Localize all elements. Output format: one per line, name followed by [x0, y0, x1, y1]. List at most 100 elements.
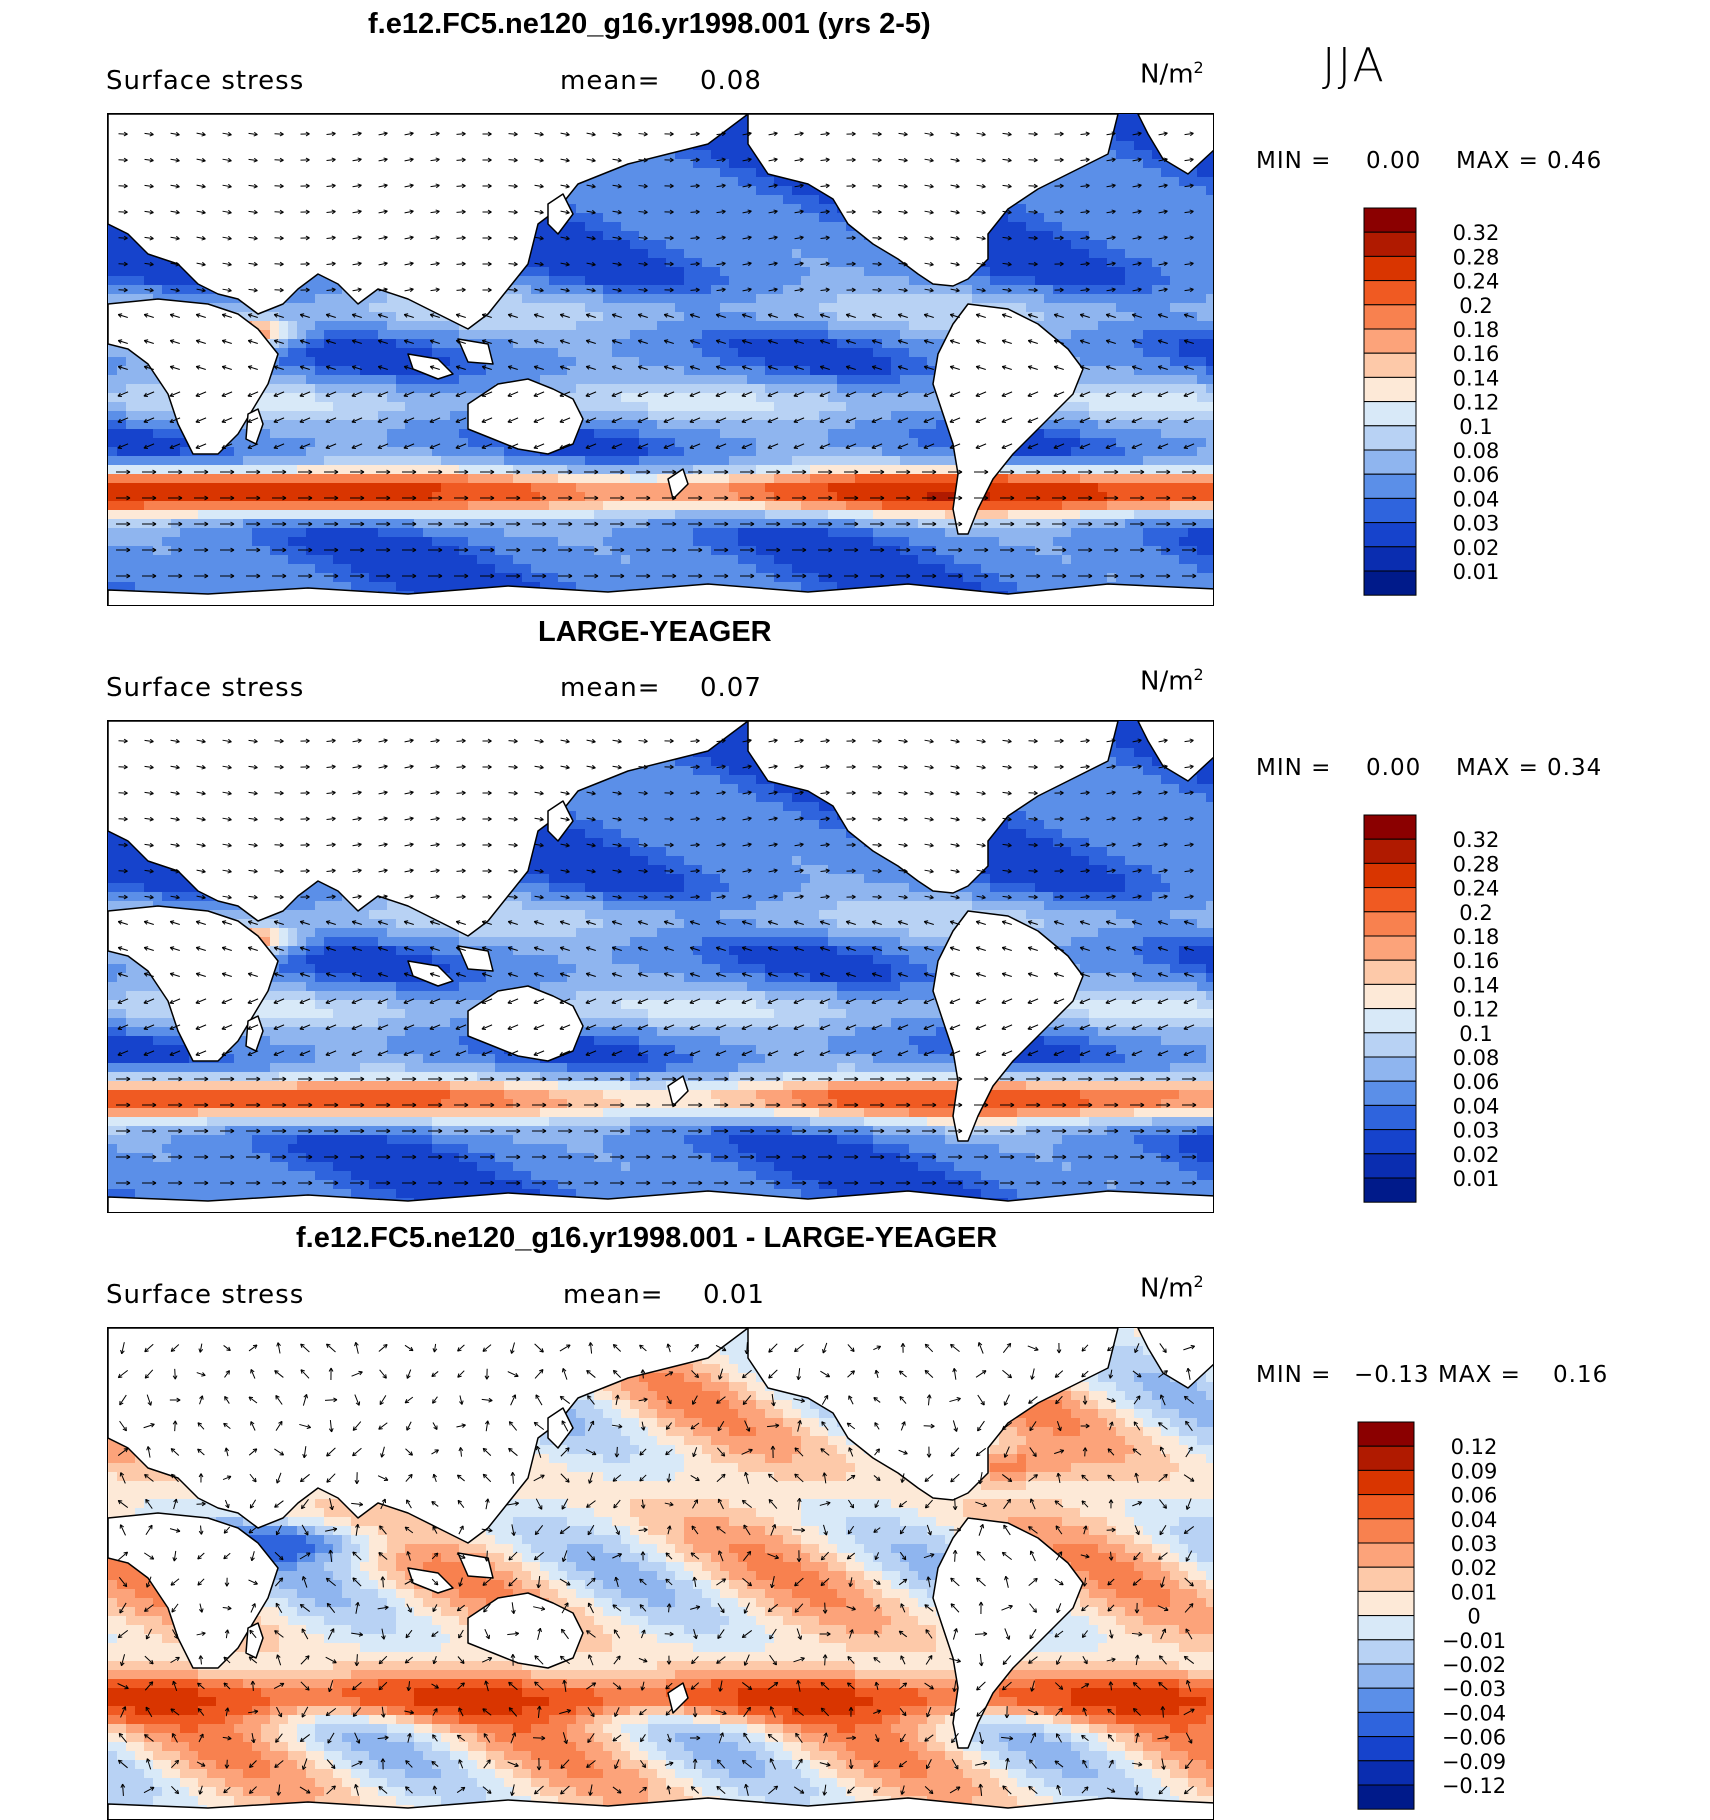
- colorbar-tick-label: 0.06: [1453, 1070, 1500, 1094]
- panel-2-variable: Surface stress: [106, 673, 304, 703]
- colorbar-box: [1357, 1615, 1415, 1641]
- colorbar-box: [1357, 1687, 1415, 1713]
- colorbar-box: [1357, 1590, 1415, 1617]
- colorbar-tick-label: −0.12: [1442, 1774, 1506, 1798]
- wind-vectors: [116, 131, 1197, 579]
- panel-3-field: [108, 1328, 1213, 1819]
- colorbar-box: [1357, 1542, 1415, 1568]
- colorbar-box: [1363, 983, 1417, 1010]
- colorbar-tick-label: 0.01: [1451, 1580, 1498, 1604]
- panel-2-field: [108, 721, 1213, 1212]
- wind-vectors: [116, 738, 1197, 1186]
- colorbar-box: [1363, 1104, 1417, 1131]
- colorbar-tick-label: 0.02: [1453, 1143, 1500, 1167]
- colorbar-box: [1363, 935, 1417, 961]
- colorbar-tick-label: 0.03: [1453, 512, 1500, 536]
- panel-1-min-value: 0.00: [1366, 148, 1421, 174]
- panel-3-colorbar: 0.12 0.09 0.06 0.04 0.03 0.02 0.01 0 −0.01 −0.02−…: [1357, 1421, 1528, 1812]
- colorbar-tick-label: 0.18: [1453, 318, 1500, 342]
- colorbar-box: [1363, 838, 1417, 864]
- colorbar-tick-label: −0.03: [1442, 1677, 1506, 1701]
- colorbar-tick-label: 0.24: [1453, 877, 1500, 901]
- panel-2-colorbar-svg: 0.320.280.240.20.180.160.140.120.10.080.…: [1363, 814, 1500, 1203]
- colorbar-tick-label: 0.28: [1453, 245, 1500, 269]
- panel-1-max-value: 0.46: [1547, 148, 1602, 174]
- panel-1-max-label: MAX =: [1456, 148, 1539, 174]
- coastlines: [108, 114, 1213, 605]
- colorbar-tick-label: 0.24: [1453, 270, 1500, 294]
- colorbar-tick-label: −0.02: [1442, 1653, 1506, 1677]
- colorbar-box: [1363, 959, 1417, 985]
- panel-2-mean-label: mean=: [560, 673, 661, 703]
- colorbar-box: [1357, 1784, 1415, 1810]
- panel-1-variable: Surface stress: [106, 66, 304, 96]
- panel-1-min-label: MIN =: [1256, 148, 1331, 174]
- colorbar-box: [1363, 425, 1417, 451]
- colorbar-tick-label: 0.16: [1453, 949, 1500, 973]
- panel-2-min-label: MIN =: [1256, 755, 1331, 781]
- panel-3-min-value: −0.13: [1354, 1362, 1429, 1388]
- panel-3-variable: Surface stress: [106, 1280, 304, 1310]
- colorbar-box: [1363, 231, 1417, 257]
- colorbar-box: [1363, 1056, 1417, 1082]
- colorbar-tick-label: 0.03: [1451, 1532, 1498, 1556]
- colorbar-box: [1363, 1032, 1417, 1058]
- colorbar-tick-label: 0.28: [1453, 852, 1500, 876]
- panel-1-mean-value: 0.08: [700, 66, 762, 96]
- colorbar-box: [1363, 1129, 1417, 1155]
- colorbar-box: [1357, 1469, 1415, 1496]
- colorbar-tick-label: −0.04: [1442, 1701, 1506, 1725]
- colorbar-tick-label: 0.02: [1451, 1556, 1498, 1580]
- colorbar-tick-label: 0.01: [1453, 560, 1500, 584]
- colorbar-tick-label: 0.01: [1453, 1167, 1500, 1191]
- panel-1-map: [107, 113, 1214, 606]
- colorbar-tick-label: 0.12: [1453, 998, 1500, 1022]
- panel-1-title: f.e12.FC5.ne120_g16.yr1998.001 (yrs 2-5): [368, 8, 931, 41]
- colorbar-box: [1357, 1494, 1415, 1520]
- colorbar-tick-label: 0: [1467, 1605, 1480, 1629]
- colorbar-box: [1357, 1421, 1415, 1447]
- panel-3-mean-value: 0.01: [703, 1280, 765, 1310]
- panel-1-units: N/m2: [1140, 58, 1204, 90]
- colorbar-tick-label: 0.32: [1453, 828, 1500, 852]
- colorbar-box: [1363, 328, 1417, 354]
- colorbar-box: [1363, 352, 1417, 378]
- colorbar-box: [1363, 497, 1417, 524]
- panel-1-field: [108, 114, 1213, 605]
- colorbar-tick-label: 0.12: [1451, 1435, 1498, 1459]
- panel-3-title: f.e12.FC5.ne120_g16.yr1998.001 - LARGE-Y…: [296, 1222, 997, 1255]
- colorbar-box: [1363, 1008, 1417, 1034]
- colorbar-box: [1363, 280, 1417, 306]
- colorbar-tick-label: 0.04: [1453, 1094, 1500, 1118]
- colorbar-tick-label: 0.02: [1453, 536, 1500, 560]
- colorbar-box: [1363, 304, 1417, 330]
- panel-3-min-label: MIN =: [1256, 1362, 1331, 1388]
- colorbar-box: [1363, 570, 1417, 596]
- panel-3-max-value: 0.16: [1553, 1362, 1608, 1388]
- colorbar-box: [1363, 207, 1417, 233]
- colorbar-tick-label: 0.12: [1453, 391, 1500, 415]
- colorbar-box: [1363, 911, 1417, 937]
- panel-1-colorbar-svg: 0.320.280.240.20.180.160.140.120.10.080.…: [1363, 207, 1500, 596]
- colorbar-box: [1363, 376, 1417, 403]
- colorbar-box: [1357, 1711, 1415, 1738]
- colorbar-tick-label: 0.06: [1451, 1484, 1498, 1508]
- colorbar-box: [1357, 1760, 1415, 1786]
- colorbar-box: [1363, 473, 1417, 499]
- colorbar-box: [1363, 814, 1417, 840]
- colorbar-tick-label: 0.14: [1453, 973, 1500, 997]
- colorbar-box: [1357, 1663, 1415, 1689]
- panel-1-colorbar: 0.32 0.28 0.24 0.2 0.18 0.16 0.14 0.12 0.1 0.08 0.…: [1363, 207, 1524, 598]
- coastlines: [108, 1328, 1213, 1819]
- colorbar-box: [1363, 546, 1417, 572]
- panel-3-mean-label: mean=: [563, 1280, 664, 1310]
- colorbar-tick-label: −0.06: [1442, 1726, 1506, 1750]
- colorbar-tick-label: 0.1: [1459, 415, 1492, 439]
- colorbar-box: [1363, 1080, 1417, 1106]
- panel-3-max-label: MAX =: [1438, 1362, 1521, 1388]
- panel-2-max-value: 0.34: [1547, 755, 1602, 781]
- colorbar-box: [1363, 449, 1417, 475]
- panel-2-units: N/m2: [1140, 665, 1204, 697]
- colorbar-box: [1357, 1736, 1415, 1762]
- colorbar-tick-label: 0.2: [1459, 294, 1492, 318]
